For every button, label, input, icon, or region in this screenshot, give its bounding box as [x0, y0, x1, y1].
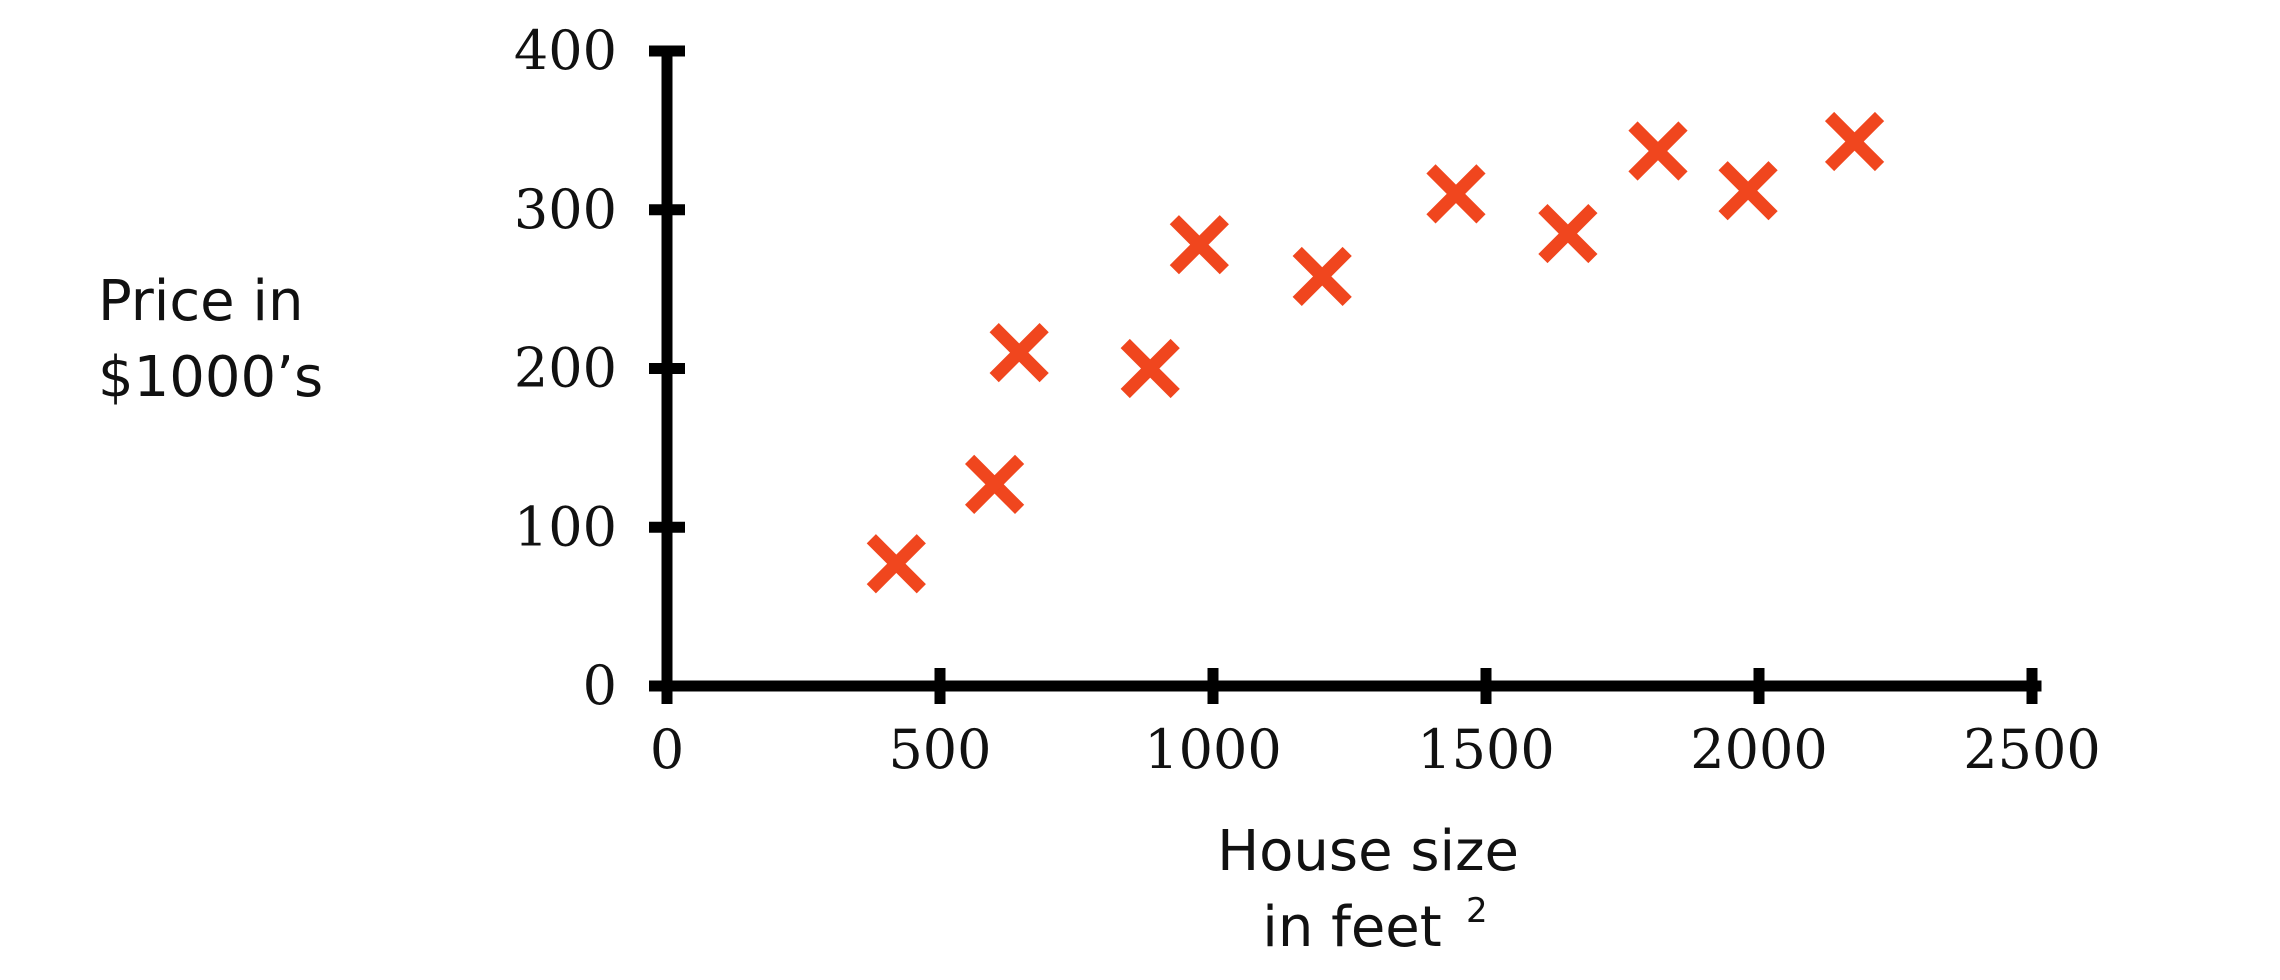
data-point: [1824, 111, 1885, 172]
data-points: [866, 111, 1885, 594]
data-point-stroke-b: [1628, 121, 1688, 181]
data-point-stroke-b: [1426, 164, 1486, 224]
data-point: [989, 323, 1049, 383]
data-point: [1628, 121, 1688, 181]
x-axis-title-line-1: House size: [1217, 819, 1519, 884]
data-point-stroke-b: [1538, 203, 1598, 264]
y-tick-label: 300: [514, 178, 617, 241]
x-tick-label: 2500: [1963, 718, 2100, 781]
y-tick-label: 100: [514, 495, 617, 558]
x-axis-title-superscript: 2: [1466, 891, 1488, 931]
data-point: [965, 454, 1025, 514]
data-point: [866, 534, 926, 594]
y-tick-label: 200: [514, 337, 617, 400]
x-tick-label: 0: [650, 718, 684, 781]
data-point-stroke-b: [1292, 246, 1352, 307]
data-point-stroke-b: [1120, 338, 1180, 399]
data-point: [1120, 338, 1180, 399]
y-tick-label: 0: [583, 654, 617, 717]
data-point-stroke-b: [1169, 215, 1229, 275]
y-axis-title-line-1: Price in: [98, 269, 303, 334]
axes: [661, 45, 2042, 692]
data-point-stroke-b: [1824, 111, 1885, 172]
data-point: [1292, 246, 1352, 307]
x-tick-label: 1000: [1144, 718, 1281, 781]
data-point-stroke-b: [965, 454, 1025, 514]
x-axis-title-line-2: in feet: [1262, 895, 1441, 960]
data-point: [1169, 215, 1229, 275]
x-tick-label: 2000: [1690, 718, 1827, 781]
x-tick-label: 500: [888, 718, 991, 781]
x-axis-title-line-2-text: in feet: [1262, 895, 1441, 960]
y-axis-title: Price in $1000’s: [98, 269, 323, 410]
data-point: [1538, 203, 1598, 264]
y-tick-label: 400: [514, 19, 617, 82]
data-point: [1426, 164, 1486, 224]
ticks: 0 500 1000 1500 2000 2500 0 100 200 300 400: [514, 19, 2101, 781]
data-point-stroke-b: [989, 323, 1049, 383]
data-point-stroke-b: [866, 534, 926, 594]
data-point: [1718, 161, 1778, 221]
x-axis-title: House size: [1217, 819, 1519, 884]
x-tick-label: 1500: [1417, 718, 1554, 781]
data-point-stroke-b: [1718, 161, 1778, 221]
y-axis-title-line-2: $1000’s: [98, 345, 323, 410]
